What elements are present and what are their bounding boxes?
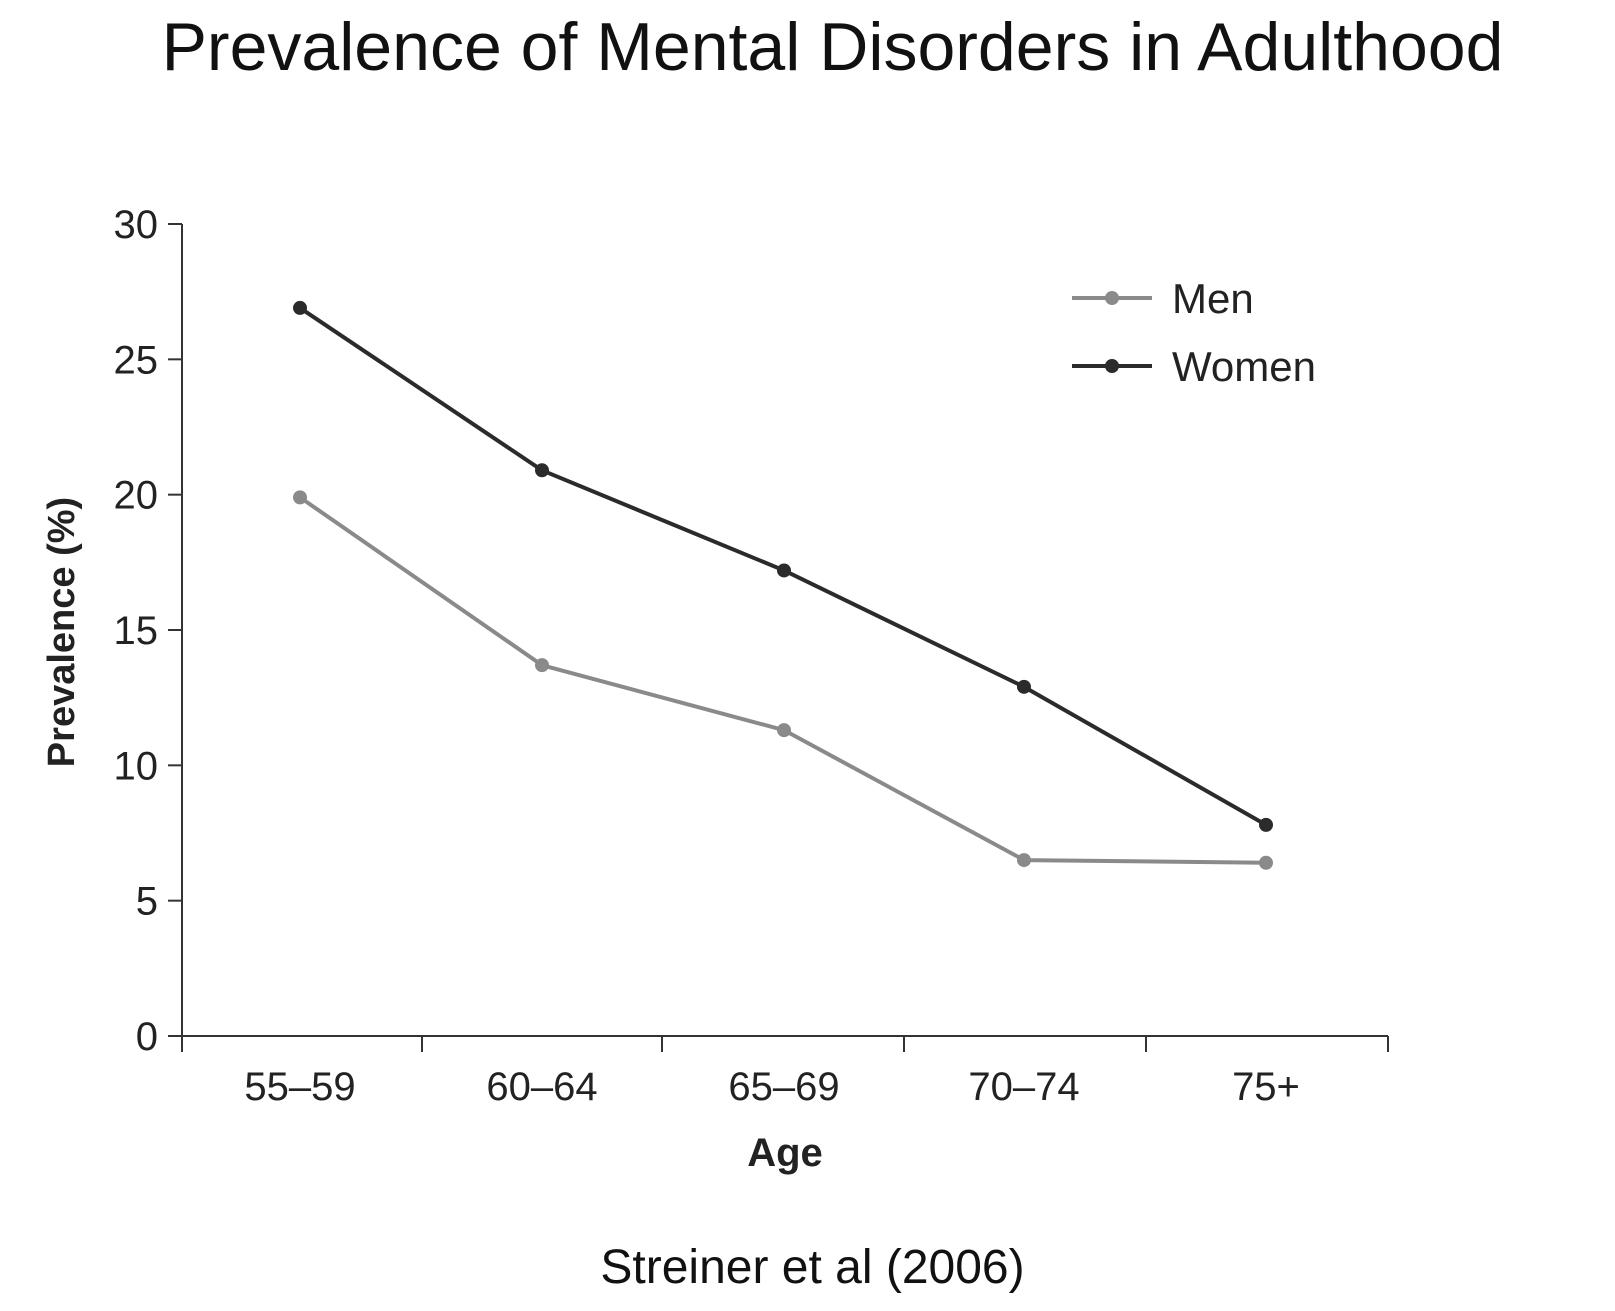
legend-label-women: Women — [1172, 343, 1316, 390]
x-axis-title: Age — [747, 1131, 823, 1175]
x-tick-label: 65–69 — [728, 1065, 839, 1109]
data-point-men — [777, 723, 791, 738]
data-point-women — [535, 463, 549, 478]
x-tick-label: 60–64 — [486, 1065, 597, 1109]
data-point-women — [293, 300, 307, 315]
chart-legend: Men Women — [1072, 275, 1316, 390]
data-point-women — [1017, 679, 1031, 694]
chart-series — [293, 300, 1273, 870]
x-tick-label: 55–59 — [244, 1065, 355, 1109]
y-tick-label: 5 — [136, 880, 158, 924]
legend-marker-women — [1105, 359, 1119, 373]
data-point-women — [1259, 817, 1273, 832]
data-point-men — [1259, 855, 1273, 870]
y-axis-title: Prevalence (%) — [41, 497, 83, 767]
y-tick-label: 25 — [114, 338, 159, 382]
y-tick-label: 0 — [136, 1015, 158, 1059]
y-tick-label: 20 — [114, 474, 159, 518]
chart-axes: 0 5 10 15 20 25 30 55–59 60–64 65–69 70–74 75+ Age Pr… — [41, 203, 1389, 1175]
page-title: Prevalence of Mental Disorders in Adulth… — [161, 9, 1504, 85]
data-point-men — [293, 490, 307, 505]
legend-marker-men — [1105, 291, 1119, 305]
x-tick-label: 75+ — [1232, 1065, 1300, 1109]
y-tick-label: 10 — [114, 744, 159, 788]
legend-label-men: Men — [1172, 275, 1254, 322]
x-tick-label: 70–74 — [968, 1065, 1079, 1109]
source-caption: Streiner et al (2006) — [600, 1241, 1025, 1294]
series-line-men — [298, 495, 1267, 865]
data-point-men — [1017, 853, 1031, 868]
data-point-women — [777, 563, 791, 578]
y-tick-label: 15 — [114, 609, 159, 653]
data-point-men — [535, 658, 549, 673]
y-tick-label: 30 — [114, 203, 159, 247]
